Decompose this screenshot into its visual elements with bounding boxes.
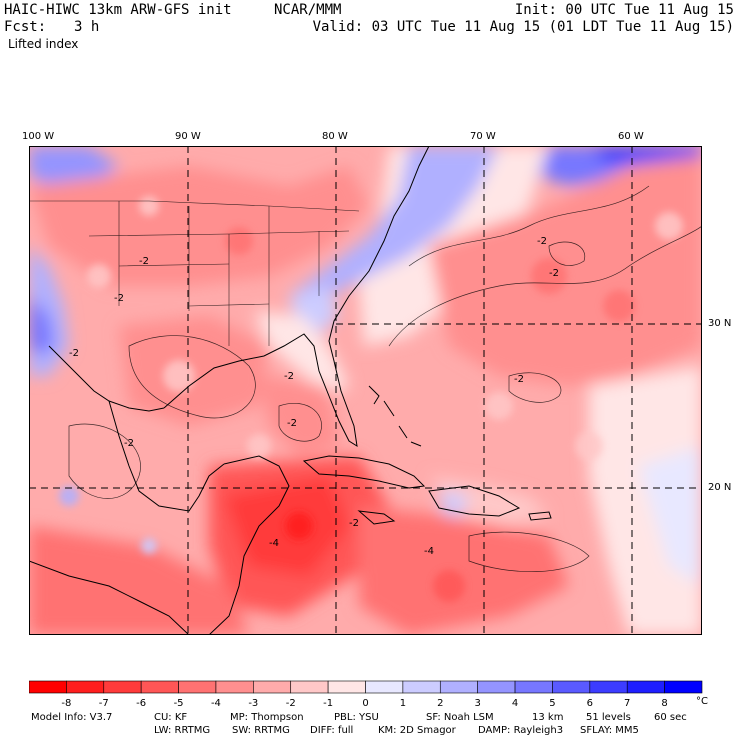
color-scale-unit: °C (696, 696, 708, 707)
color-scale-tick: 7 (624, 698, 630, 709)
contour-label: -4 (424, 546, 434, 557)
model-title: HAIC-HIWC 13km ARW-GFS init (4, 2, 232, 18)
contour-label: -2 (124, 438, 134, 449)
lon-label-90w: 90 W (175, 131, 201, 142)
color-scale-tick: 6 (587, 698, 593, 709)
footer-mp: MP: Thompson (230, 712, 304, 723)
contour-label: -2 (287, 418, 297, 429)
contour-label: -2 (139, 256, 149, 267)
color-scale-tick: 1 (400, 698, 406, 709)
state-borders (29, 200, 360, 346)
init-time: Init: 00 UTC Tue 11 Aug 15 (514, 2, 734, 18)
color-scale-tick: -6 (136, 698, 146, 709)
color-scale-box (365, 680, 404, 694)
color-scale-tick: 0 (362, 698, 368, 709)
footer-timestep: 60 sec (654, 712, 687, 723)
contour-label: -2 (349, 518, 359, 529)
contour-lines (68, 185, 702, 572)
gulf-coast-texas (48, 345, 165, 412)
footer-damp: DAMP: Rayleigh3 (478, 725, 564, 736)
field-name: Lifted index (8, 37, 79, 51)
color-scale-box (477, 680, 516, 694)
color-scale-tick: 3 (474, 698, 480, 709)
color-scale-box (103, 680, 142, 694)
color-scale-box (253, 680, 292, 694)
field-texture (59, 196, 683, 602)
lon-label-60w: 60 W (618, 131, 644, 142)
color-scale-tick: 2 (437, 698, 443, 709)
contour-label: -2 (514, 374, 524, 385)
color-scale-box (439, 680, 478, 694)
footer-sw: SW: RRTMG (232, 725, 290, 736)
color-scale-tick: -8 (61, 698, 71, 709)
footer-km: KM: 2D Smagor (378, 725, 456, 736)
cuba-island (302, 455, 426, 489)
lat-label-30n: 30 N (708, 318, 732, 329)
color-scale-tick: -2 (286, 698, 296, 709)
contour-label: -2 (284, 371, 294, 382)
color-scale-box (290, 680, 329, 694)
jamaica-island (357, 510, 396, 525)
lifted-index-map: -2 -2 -2 -2 -2 -2 -2 -2 -2 -4 -4 -2 (29, 146, 702, 635)
color-scale-tick: -1 (323, 698, 333, 709)
color-scale-box (215, 680, 254, 694)
contour-labels: -2 -2 -2 -2 -2 -2 -2 -2 -2 -4 -4 -2 (69, 236, 559, 557)
color-scale-box (589, 680, 628, 694)
color-scale-tick: 8 (661, 698, 667, 709)
footer-pbl: PBL: YSU (334, 712, 379, 723)
color-scale-ticks: -8 -7 -6 -5 -4 -3 -2 -1 0 1 2 3 4 5 6 7 8 (61, 698, 667, 709)
color-scale-tick: 4 (512, 698, 518, 709)
valid-time: Valid: 03 UTC Tue 11 Aug 15 (01 LDT Tue … (312, 19, 734, 35)
footer-sf: SF: Noah LSM (426, 712, 494, 723)
map-frame (29, 146, 702, 635)
contour-label: -2 (549, 268, 559, 279)
contour-label: -2 (114, 293, 124, 304)
forecast-label: Fcst: (4, 19, 47, 35)
color-scale-box (626, 680, 665, 694)
color-scale-tick: -7 (99, 698, 109, 709)
color-scale-box (140, 680, 179, 694)
color-scale-box (29, 680, 67, 694)
bahamas-islands (368, 385, 422, 447)
footer-res: 13 km (532, 712, 564, 723)
color-scale-tick: 5 (549, 698, 555, 709)
color-scale-box (552, 680, 591, 694)
forecast-hour: 3 h (74, 19, 100, 35)
mexico-gulf-coast (108, 400, 225, 512)
puerto-rico-island (528, 511, 552, 521)
yucatan-central-america-coast (208, 455, 290, 635)
color-scale-box (66, 680, 105, 694)
org-label: NCAR/MMM (274, 2, 342, 18)
color-scale-boxes (29, 680, 703, 694)
color-scale-box (402, 680, 441, 694)
contour-label: -2 (69, 348, 79, 359)
color-scale: -8 -7 -6 -5 -4 -3 -2 -1 0 1 2 3 4 5 6 7 8 °C (29, 680, 708, 709)
footer-lw: LW: RRTMG (154, 725, 211, 736)
color-scale-box (327, 680, 366, 694)
footer-diff: DIFF: full (310, 725, 354, 736)
color-scale-tick: -5 (174, 698, 184, 709)
footer-levels: 51 levels (586, 712, 631, 723)
color-scale-tick: -3 (248, 698, 258, 709)
footer-cu: CU: KF (154, 712, 188, 723)
lon-label-100w: 100 W (22, 131, 55, 142)
footer-model-info: Model Info: V3.7 (31, 712, 113, 723)
lat-lon-grid (29, 146, 702, 635)
color-scale-tick: -4 (211, 698, 221, 709)
contour-label: -4 (269, 538, 279, 549)
color-scale-box (178, 680, 217, 694)
lon-label-70w: 70 W (470, 131, 496, 142)
footer-sflay: SFLAY: MM5 (580, 725, 639, 736)
color-scale-box (514, 680, 553, 694)
lon-label-80w: 80 W (322, 131, 348, 142)
lat-label-20n: 20 N (708, 482, 732, 493)
us-southeast-coast (163, 146, 430, 447)
contour-label: -2 (537, 236, 547, 247)
pacific-coast (29, 560, 190, 635)
color-scale-box (664, 680, 703, 694)
